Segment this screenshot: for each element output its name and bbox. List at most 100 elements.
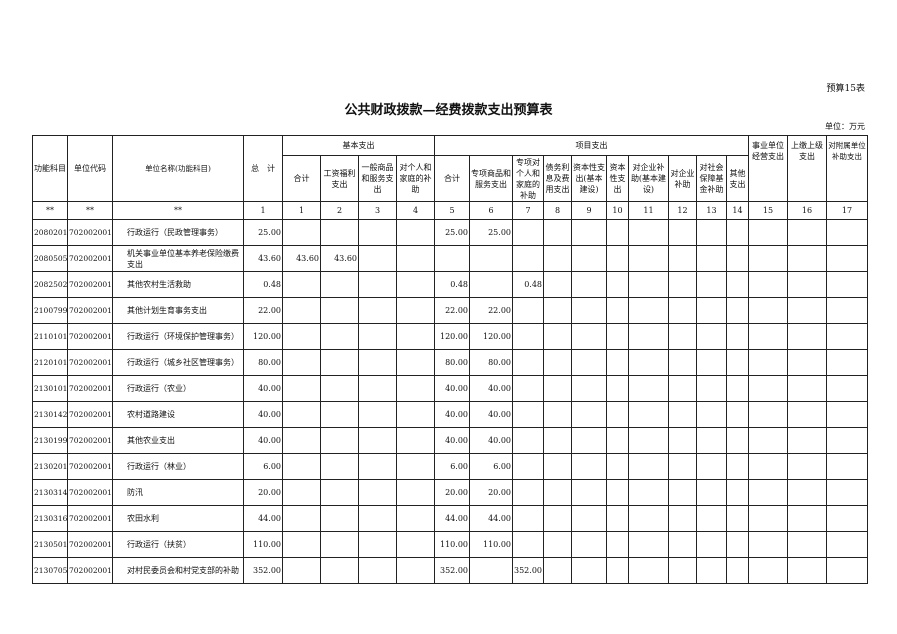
value-cell-5: 20.00	[434, 479, 470, 506]
index-cell: 2	[320, 201, 359, 220]
value-cell-17	[826, 271, 868, 298]
index-cell: 1	[243, 201, 283, 220]
function-code-cell: 2130142	[32, 401, 68, 428]
value-cell-9	[571, 245, 607, 272]
value-cell-15	[748, 375, 788, 402]
index-cell: 6	[469, 201, 513, 220]
header-basic-1: 工资福利支出	[320, 155, 359, 202]
value-cell-2	[320, 375, 359, 402]
value-cell-15	[748, 245, 788, 272]
total-cell: 352.00	[243, 557, 283, 584]
unit-name-cell: 防汛	[112, 479, 244, 506]
value-cell-8	[543, 427, 572, 454]
value-cell-11	[628, 297, 669, 324]
table-row: 2120101 702002001 行政运行（城乡社区管理事务） 80.00 80.00…	[32, 349, 868, 376]
value-cell-1	[282, 401, 321, 428]
value-cell-4	[396, 479, 435, 506]
value-cell-15	[748, 531, 788, 558]
value-cell-9	[571, 505, 607, 532]
header-remit-upper: 上缴上级支出	[787, 135, 827, 202]
value-cell-11	[628, 557, 669, 584]
value-cell-7	[512, 401, 544, 428]
value-cell-3	[358, 219, 397, 246]
value-cell-7	[512, 427, 544, 454]
value-cell-4	[396, 557, 435, 584]
header-project-2: 专项对个人和家庭的补助	[512, 155, 544, 202]
unit-name-cell: 其他农业支出	[112, 427, 244, 454]
value-cell-16	[787, 245, 827, 272]
value-cell-17	[826, 479, 868, 506]
total-cell: 110.00	[243, 531, 283, 558]
table-row: 2100799 702002001 其他计划生育事务支出 22.00 22.00 22.0…	[32, 297, 868, 324]
value-cell-16	[787, 297, 827, 324]
value-cell-1	[282, 271, 321, 298]
value-cell-9	[571, 271, 607, 298]
header-project-group: 项目支出	[434, 135, 749, 156]
value-cell-14	[726, 271, 749, 298]
value-cell-11	[628, 323, 669, 350]
value-cell-2	[320, 401, 359, 428]
value-cell-14	[726, 479, 749, 506]
function-code-cell: 2130705	[32, 557, 68, 584]
value-cell-9	[571, 349, 607, 376]
value-cell-16	[787, 531, 827, 558]
value-cell-4	[396, 531, 435, 558]
value-cell-16	[787, 323, 827, 350]
value-cell-14	[726, 297, 749, 324]
unit-label: 单位：万元	[825, 122, 865, 131]
value-cell-10	[606, 245, 629, 272]
value-cell-4	[396, 349, 435, 376]
index-cell: 1	[282, 201, 321, 220]
function-code-cell: 2080201	[32, 219, 68, 246]
value-cell-9	[571, 453, 607, 480]
unit-code-cell: 702002001	[67, 375, 113, 402]
value-cell-10	[606, 505, 629, 532]
unit-name-cell: 行政运行（环境保护管理事务）	[112, 323, 244, 350]
unit-name-cell: 其他计划生育事务支出	[112, 297, 244, 324]
header-basic-3: 对个人和家庭的补助	[396, 155, 435, 202]
value-cell-2	[320, 349, 359, 376]
value-cell-1	[282, 349, 321, 376]
total-cell: 40.00	[243, 401, 283, 428]
value-cell-12	[668, 557, 697, 584]
value-cell-1	[282, 375, 321, 402]
total-cell: 40.00	[243, 427, 283, 454]
value-cell-9	[571, 219, 607, 246]
value-cell-7	[512, 453, 544, 480]
value-cell-13	[696, 531, 727, 558]
value-cell-3	[358, 401, 397, 428]
value-cell-10	[606, 349, 629, 376]
value-cell-12	[668, 375, 697, 402]
value-cell-12	[668, 245, 697, 272]
value-cell-10	[606, 401, 629, 428]
value-cell-1	[282, 323, 321, 350]
value-cell-13	[696, 297, 727, 324]
value-cell-14	[726, 375, 749, 402]
value-cell-7: 0.48	[512, 271, 544, 298]
value-cell-17	[826, 245, 868, 272]
value-cell-6	[469, 271, 513, 298]
value-cell-17	[826, 531, 868, 558]
unit-name-cell: 行政运行（城乡社区管理事务）	[112, 349, 244, 376]
unit-name-cell: 机关事业单位基本养老保险缴费支出	[112, 245, 244, 272]
header-project-4: 资本性支出(基本建设)	[571, 155, 607, 202]
value-cell-7	[512, 323, 544, 350]
value-cell-3	[358, 349, 397, 376]
value-cell-10	[606, 479, 629, 506]
value-cell-6: 110.00	[469, 531, 513, 558]
table-row: 2130101 702002001 行政运行（农业） 40.00 40.00 40.00	[32, 375, 868, 402]
value-cell-14	[726, 219, 749, 246]
header-function-subject: 功能科目	[32, 135, 68, 202]
function-code-cell: 2130314	[32, 479, 68, 506]
table-row: 2130314 702002001 防汛 20.00 20.00 20.00	[32, 479, 868, 506]
header-basic-2: 一般商品和服务支出	[358, 155, 397, 202]
index-cell: 5	[434, 201, 470, 220]
value-cell-4	[396, 453, 435, 480]
value-cell-5: 40.00	[434, 427, 470, 454]
header-basic-0: 合计	[282, 155, 321, 202]
value-cell-11	[628, 531, 669, 558]
value-cell-16	[787, 271, 827, 298]
unit-code-cell: 702002001	[67, 401, 113, 428]
value-cell-15	[748, 297, 788, 324]
header-unit-code: 单位代码	[67, 135, 113, 202]
